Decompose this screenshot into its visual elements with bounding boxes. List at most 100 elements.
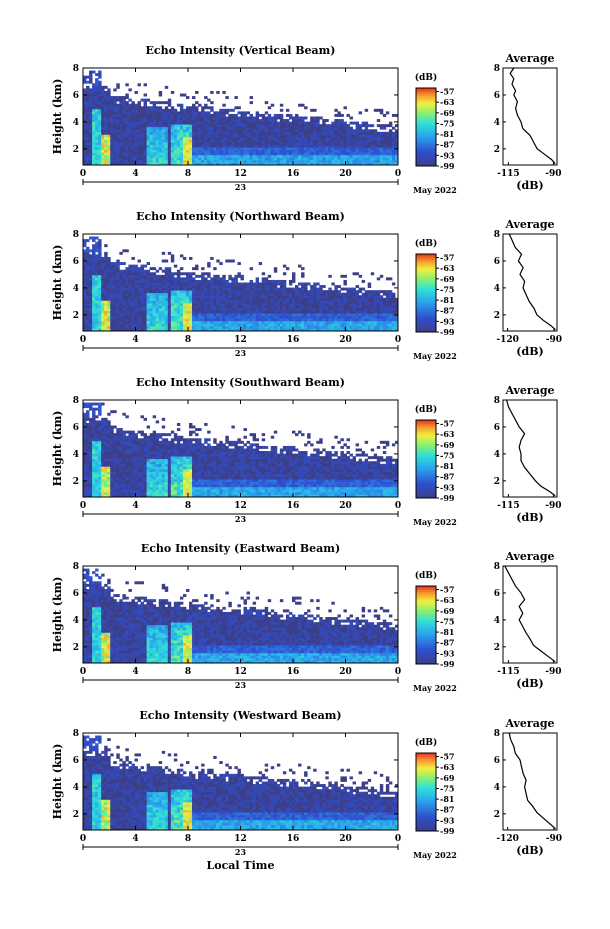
heatmap-cell — [119, 285, 123, 288]
heatmap-cell — [185, 129, 190, 133]
heatmap-cell — [340, 152, 344, 156]
heatmap-cell — [179, 93, 184, 97]
heatmap-cell — [107, 269, 111, 273]
heatmap-cell — [122, 113, 126, 117]
heatmap-cell — [189, 121, 193, 125]
heatmap-cell — [261, 300, 266, 304]
heatmap-cell — [140, 305, 144, 309]
heatmap-cell — [104, 320, 108, 324]
heatmap-cell — [182, 282, 187, 286]
heatmap-cell — [264, 142, 269, 145]
heatmap-cell — [116, 149, 120, 153]
heatmap-cell — [89, 420, 93, 424]
heatmap-cell — [198, 124, 202, 128]
heatmap-cell — [116, 111, 120, 115]
heatmap-cell — [355, 313, 360, 317]
heatmap-cell — [385, 139, 390, 143]
heatmap-cell — [98, 479, 102, 483]
heatmap-cell — [185, 315, 190, 319]
heatmap-cell — [361, 124, 366, 128]
heatmap-cell — [189, 287, 193, 291]
heatmap-cell — [273, 302, 278, 306]
heatmap-cell — [246, 302, 250, 306]
heatmap-cell — [128, 126, 132, 130]
heatmap-cell — [95, 83, 99, 87]
heatmap-cell — [361, 154, 366, 158]
heatmap-cell — [325, 302, 329, 306]
heatmap-cell — [119, 149, 123, 153]
heatmap-cell — [201, 157, 205, 161]
heatmap-cell — [255, 152, 260, 156]
heatmap-cell — [328, 328, 332, 332]
heatmap-cell — [158, 106, 163, 110]
heatmap-cell — [86, 412, 90, 416]
heatmap-cell — [222, 282, 226, 286]
heatmap-cell — [373, 302, 378, 306]
heatmap-cell — [364, 139, 369, 143]
heatmap-cell — [83, 456, 87, 460]
heatmap-cell — [107, 142, 111, 145]
heatmap-cell — [137, 103, 141, 107]
heatmap-cell — [152, 106, 157, 110]
heatmap-cell — [158, 154, 163, 158]
chart-title: Echo Intensity (Northward Beam) — [136, 210, 345, 223]
heatmap-cell — [95, 244, 99, 248]
heatmap-cell — [282, 310, 287, 314]
heatmap-cell — [264, 315, 269, 319]
heatmap-cell — [316, 323, 320, 327]
heatmap-cell — [204, 124, 208, 128]
heatmap-cell — [352, 292, 356, 296]
heatmap-cell — [92, 90, 96, 94]
heatmap-cell — [113, 274, 117, 278]
heatmap-cell — [258, 152, 263, 156]
colorbar-segment — [416, 109, 436, 112]
heatmap-cell — [231, 159, 235, 163]
heatmap-cell — [352, 162, 356, 166]
heatmap-cell — [234, 318, 238, 322]
heatmap-cell — [125, 106, 129, 110]
heatmap-cell — [201, 320, 205, 324]
heatmap-cell — [146, 318, 151, 322]
heatmap-cell — [301, 154, 305, 158]
heatmap-cell — [170, 297, 175, 301]
heatmap-cell — [352, 310, 356, 314]
heatmap-cell — [231, 300, 235, 304]
heatmap-cell — [267, 131, 272, 135]
heatmap-cell — [234, 144, 238, 148]
heatmap-cell — [158, 295, 163, 299]
heatmap-cell — [83, 430, 87, 434]
heatmap-cell — [107, 126, 111, 130]
heatmap-cell — [149, 147, 154, 151]
heatmap-cell — [313, 287, 317, 291]
heatmap-cell — [346, 144, 350, 148]
heatmap-cell — [228, 139, 232, 143]
heatmap-cell — [201, 292, 205, 296]
heatmap-cell — [92, 277, 96, 281]
heatmap-cell — [358, 111, 363, 115]
heatmap-cell — [322, 292, 326, 296]
heatmap-cell — [352, 297, 356, 301]
heatmap-cell — [207, 159, 211, 163]
heatmap-cell — [391, 147, 396, 151]
heatmap-cell — [225, 149, 229, 153]
heatmap-cell — [304, 315, 308, 319]
heatmap-cell — [155, 121, 160, 125]
heatmap-cell — [119, 142, 123, 145]
heatmap-cell — [198, 297, 202, 301]
heatmap-cell — [240, 144, 244, 148]
heatmap-cell — [316, 305, 320, 309]
heatmap-cell — [367, 149, 372, 153]
heatmap-cell — [192, 96, 196, 100]
heatmap-cell — [310, 139, 314, 143]
heatmap-cell — [143, 136, 148, 140]
heatmap-cell — [195, 310, 199, 314]
heatmap-cell — [89, 162, 93, 166]
heatmap-cell — [122, 297, 126, 301]
heatmap-cell — [164, 157, 169, 161]
heatmap-cell — [328, 292, 332, 296]
heatmap-cell — [334, 297, 338, 301]
heatmap-cell — [343, 297, 347, 301]
heatmap-cell — [192, 154, 196, 158]
heatmap-cell — [243, 134, 247, 138]
heatmap-cell — [301, 162, 305, 166]
